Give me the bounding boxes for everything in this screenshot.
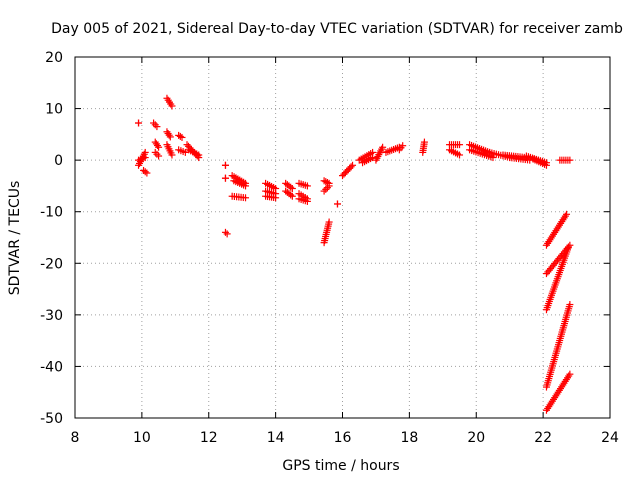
y-tick-label: 0 bbox=[54, 153, 63, 169]
data-point bbox=[166, 133, 174, 141]
data-point bbox=[563, 210, 571, 218]
data-point bbox=[176, 132, 184, 140]
data-point bbox=[566, 301, 574, 309]
data-point bbox=[399, 142, 407, 150]
x-axis-label: GPS time / hours bbox=[282, 458, 399, 474]
x-axis-tick-labels: 8 10 12 14 16 18 20 22 24 bbox=[71, 430, 619, 446]
data-point bbox=[242, 194, 250, 202]
data-point bbox=[165, 131, 173, 139]
y-tick-label: -50 bbox=[40, 411, 63, 427]
data-point bbox=[150, 119, 158, 127]
y-tick-label: -30 bbox=[40, 308, 63, 324]
data-point bbox=[303, 197, 311, 205]
data-point bbox=[287, 191, 295, 199]
data-point bbox=[333, 200, 341, 208]
data-point bbox=[135, 119, 143, 127]
data-point bbox=[151, 148, 159, 156]
data-point bbox=[566, 370, 574, 378]
data-point bbox=[153, 123, 161, 131]
data-point bbox=[155, 152, 163, 160]
data-point bbox=[320, 177, 328, 185]
data-point bbox=[456, 151, 464, 159]
x-tick-label: 18 bbox=[400, 430, 418, 446]
x-tick-label: 14 bbox=[267, 430, 285, 446]
data-point bbox=[379, 143, 387, 151]
y-axis-tick-labels: -50 -40 -30 -20 -10 0 10 20 bbox=[40, 50, 63, 427]
x-tick-label: 10 bbox=[133, 430, 151, 446]
data-point bbox=[155, 143, 163, 151]
chart-title: Day 005 of 2021, Sidereal Day-to-day VTE… bbox=[51, 21, 623, 37]
data-point bbox=[349, 161, 357, 169]
data-point bbox=[153, 150, 161, 158]
x-tick-label: 22 bbox=[534, 430, 552, 446]
data-point bbox=[347, 163, 355, 171]
x-tick-label: 16 bbox=[334, 430, 352, 446]
y-tick-label: -10 bbox=[40, 205, 63, 221]
data-point bbox=[195, 151, 203, 159]
data-point bbox=[323, 184, 331, 192]
data-point bbox=[325, 182, 333, 190]
data-point bbox=[168, 151, 176, 159]
data-point bbox=[288, 192, 296, 200]
data-point bbox=[141, 148, 149, 156]
data-point bbox=[141, 168, 149, 176]
data-point bbox=[288, 185, 296, 193]
data-point bbox=[489, 154, 497, 162]
x-tick-label: 12 bbox=[200, 430, 218, 446]
data-point bbox=[143, 169, 151, 177]
data-point bbox=[178, 133, 186, 141]
y-tick-label: -40 bbox=[40, 359, 63, 375]
x-tick-label: 8 bbox=[71, 430, 80, 446]
y-axis-label: SDTVAR / TECUs bbox=[7, 181, 23, 296]
data-point bbox=[542, 161, 550, 169]
axis-ticks bbox=[74, 56, 611, 419]
data-point bbox=[223, 230, 231, 238]
data-point bbox=[325, 218, 333, 226]
data-point bbox=[221, 161, 229, 169]
data-point bbox=[221, 228, 229, 236]
grid-lines bbox=[75, 57, 610, 418]
data-point bbox=[221, 174, 229, 182]
data-point bbox=[242, 182, 250, 190]
data-points bbox=[135, 94, 574, 414]
data-point bbox=[168, 102, 176, 110]
data-point bbox=[566, 156, 574, 164]
data-point bbox=[420, 138, 428, 146]
data-point bbox=[287, 183, 295, 191]
data-point bbox=[272, 194, 280, 202]
data-point bbox=[322, 178, 330, 186]
data-point bbox=[322, 185, 330, 193]
data-point bbox=[320, 187, 328, 195]
data-point bbox=[564, 244, 572, 252]
data-point bbox=[151, 121, 159, 129]
y-tick-label: -20 bbox=[40, 256, 63, 272]
y-tick-label: 20 bbox=[45, 50, 63, 66]
x-tick-label: 24 bbox=[601, 430, 619, 446]
data-point bbox=[153, 142, 161, 150]
data-point bbox=[456, 141, 464, 149]
data-point bbox=[303, 182, 311, 190]
x-tick-label: 20 bbox=[467, 430, 485, 446]
y-tick-label: 10 bbox=[45, 102, 63, 118]
